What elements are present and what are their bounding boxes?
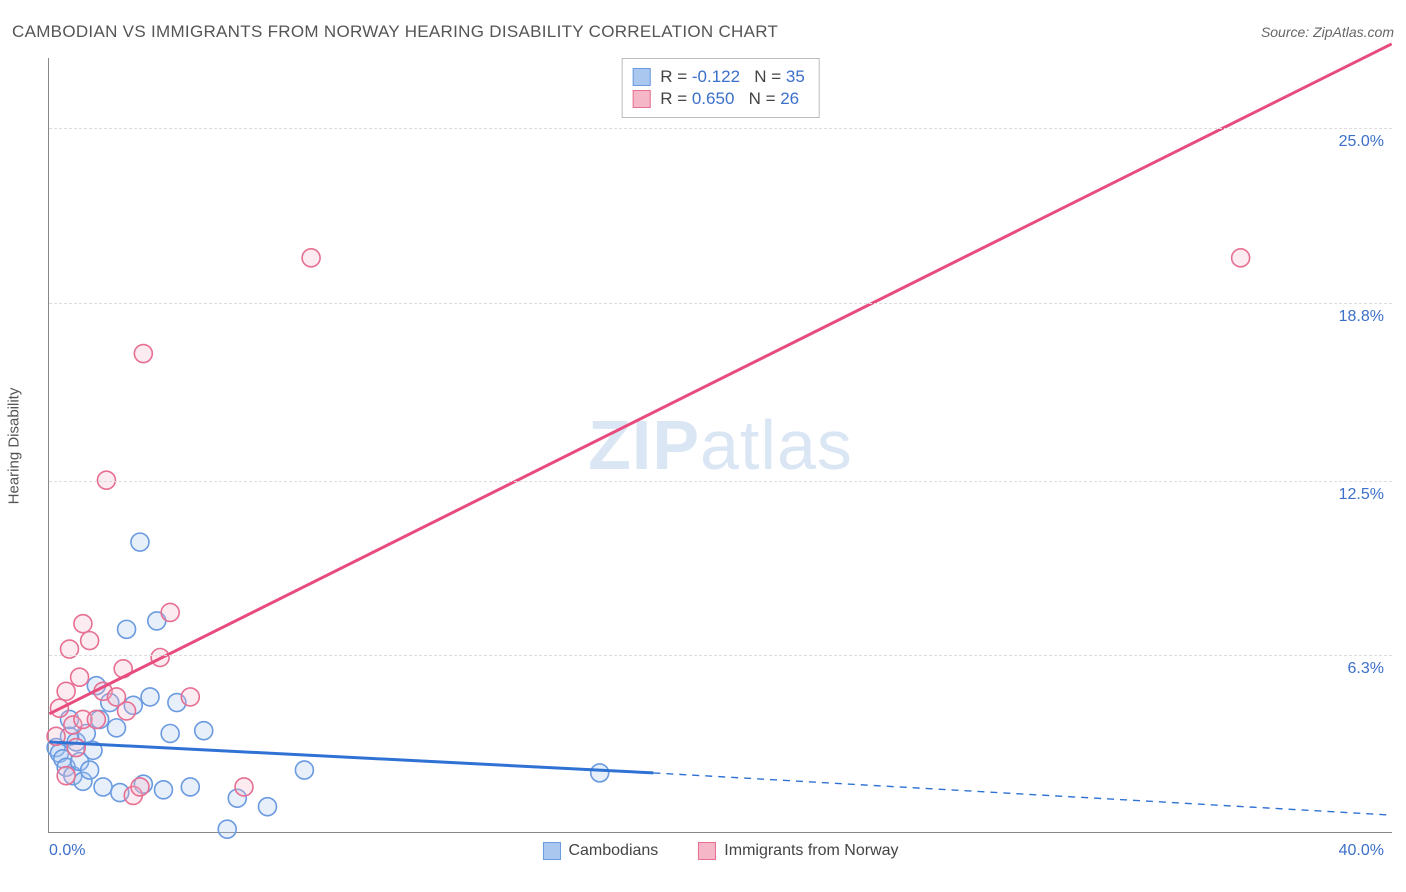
gridline xyxy=(49,303,1392,304)
scatter-point xyxy=(591,764,609,782)
scatter-point xyxy=(131,778,149,796)
x-tick-max: 40.0% xyxy=(1339,842,1384,860)
scatter-point xyxy=(161,725,179,743)
scatter-point xyxy=(87,710,105,728)
scatter-point xyxy=(118,620,136,638)
gridline xyxy=(49,655,1392,656)
scatter-point xyxy=(258,798,276,816)
legend-item-cambodians: Cambodians xyxy=(542,842,658,860)
scatter-point xyxy=(74,615,92,633)
legend-label-cambodians: Cambodians xyxy=(568,842,658,860)
scatter-point xyxy=(81,632,99,650)
trend-line xyxy=(49,44,1391,714)
trend-line xyxy=(49,742,653,773)
plot-area: ZIPatlas R = -0.122 N = 35 R = 0.650 N =… xyxy=(48,58,1392,833)
stats-legend: R = -0.122 N = 35 R = 0.650 N = 26 xyxy=(621,58,820,118)
scatter-point xyxy=(107,719,125,737)
scatter-point xyxy=(295,761,313,779)
chart-header: CAMBODIAN VS IMMIGRANTS FROM NORWAY HEAR… xyxy=(12,22,1394,42)
stat-r-label-2: R = 0.650 N = 26 xyxy=(660,89,799,109)
scatter-point xyxy=(118,702,136,720)
scatter-point xyxy=(181,778,199,796)
swatch-norway-bottom-icon xyxy=(698,842,716,860)
scatter-point xyxy=(81,761,99,779)
swatch-norway-icon xyxy=(632,90,650,108)
scatter-point xyxy=(181,688,199,706)
scatter-point xyxy=(141,688,159,706)
scatter-point xyxy=(154,781,172,799)
source-label: Source: ZipAtlas.com xyxy=(1261,24,1394,40)
stat-n-norway: 26 xyxy=(780,89,799,108)
stat-r-cambodians: -0.122 xyxy=(692,67,740,86)
scatter-point xyxy=(71,668,89,686)
scatter-point xyxy=(195,722,213,740)
swatch-cambodians-bottom-icon xyxy=(542,842,560,860)
scatter-point xyxy=(218,820,236,838)
stats-row-cambodians: R = -0.122 N = 35 xyxy=(632,67,805,87)
scatter-point xyxy=(134,345,152,363)
legend-label-norway: Immigrants from Norway xyxy=(724,842,898,860)
scatter-point xyxy=(131,533,149,551)
y-tick-label: 25.0% xyxy=(1339,133,1384,151)
y-axis-label: Hearing Disability xyxy=(6,388,23,505)
y-tick-label: 12.5% xyxy=(1339,486,1384,504)
scatter-point xyxy=(94,778,112,796)
scatter-point xyxy=(57,682,75,700)
scatter-point xyxy=(1232,249,1250,267)
bottom-legend: Cambodians Immigrants from Norway xyxy=(542,842,898,860)
scatter-point xyxy=(161,603,179,621)
stat-n-cambodians: 35 xyxy=(786,67,805,86)
source-prefix: Source: xyxy=(1261,24,1313,40)
chart-svg xyxy=(49,58,1392,832)
chart-title: CAMBODIAN VS IMMIGRANTS FROM NORWAY HEAR… xyxy=(12,22,778,42)
stat-r-label: R = -0.122 N = 35 xyxy=(660,67,805,87)
stat-r-norway: 0.650 xyxy=(692,89,735,108)
source-link[interactable]: ZipAtlas.com xyxy=(1313,24,1394,40)
y-tick-label: 6.3% xyxy=(1348,660,1384,678)
x-tick-min: 0.0% xyxy=(49,842,85,860)
scatter-point xyxy=(235,778,253,796)
trend-line-dashed xyxy=(653,773,1391,815)
scatter-point xyxy=(67,739,85,757)
legend-item-norway: Immigrants from Norway xyxy=(698,842,898,860)
stats-row-norway: R = 0.650 N = 26 xyxy=(632,89,805,109)
gridline xyxy=(49,481,1392,482)
gridline xyxy=(49,128,1392,129)
y-tick-label: 18.8% xyxy=(1339,308,1384,326)
swatch-cambodians-icon xyxy=(632,68,650,86)
scatter-point xyxy=(302,249,320,267)
scatter-point xyxy=(57,767,75,785)
